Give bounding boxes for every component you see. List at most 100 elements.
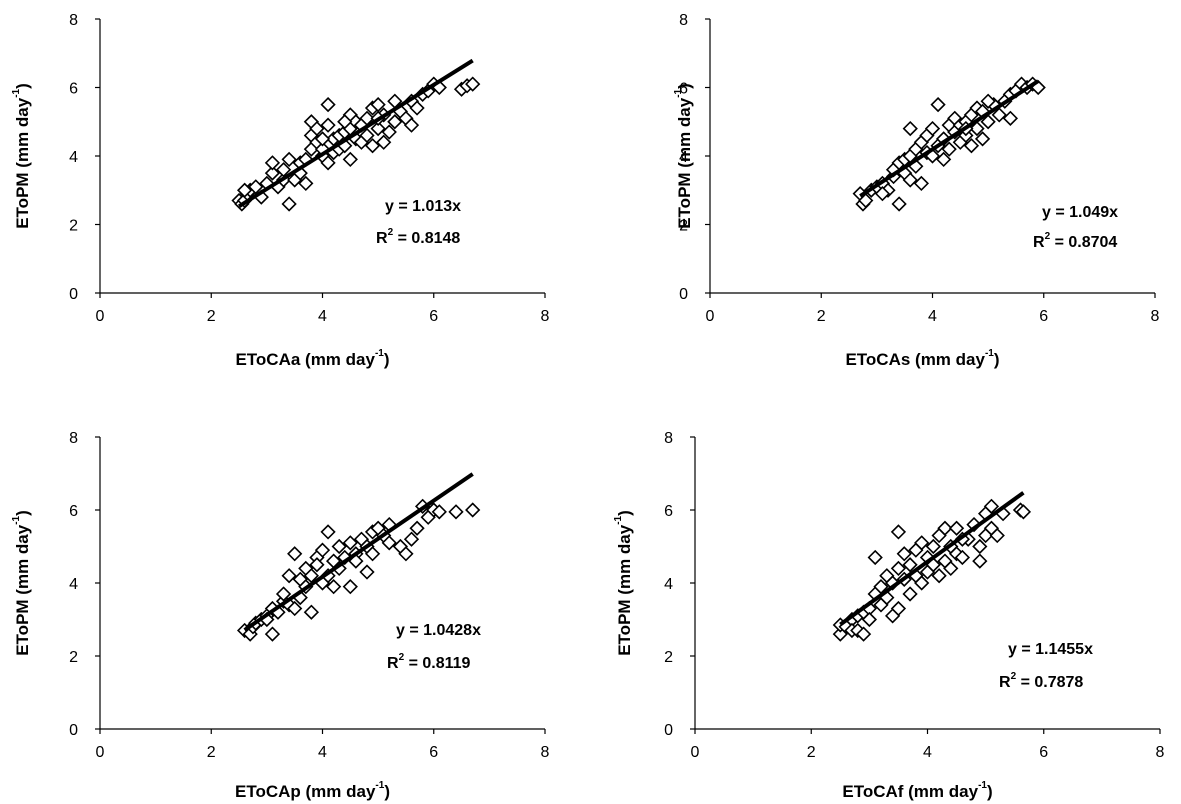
x-tick-label: 2 xyxy=(207,308,216,325)
data-point xyxy=(281,196,297,212)
x-tick-label: 2 xyxy=(207,744,216,761)
data-point xyxy=(275,586,292,602)
y-tick-label: 0 xyxy=(69,286,78,303)
data-point xyxy=(314,542,331,558)
x-tick-label: 4 xyxy=(923,744,932,761)
data-point xyxy=(924,120,941,137)
x-axis-label: EToCAp (mm day-1) xyxy=(235,780,390,801)
trend-line xyxy=(243,472,474,632)
x-axis-label-exponent: -1 xyxy=(375,348,384,359)
data-point xyxy=(309,120,325,137)
x-tick-label: 8 xyxy=(1151,308,1160,325)
data-point xyxy=(925,538,941,555)
r-squared-label: R2 = 0.8704 xyxy=(1033,231,1117,251)
data-point xyxy=(331,538,347,555)
data-point xyxy=(969,120,985,137)
y-axis-label-close: ) xyxy=(675,83,694,89)
data-point xyxy=(314,131,331,147)
y-tick-label: 2 xyxy=(664,649,673,666)
x-axis-label-text: EToCAp (mm day xyxy=(235,782,376,801)
data-point xyxy=(376,134,392,150)
trend-line xyxy=(839,491,1025,627)
data-point xyxy=(902,120,918,137)
x-tick-label: 4 xyxy=(318,744,327,761)
y-axis-label-text: EToPM (mm day xyxy=(13,97,32,229)
y-tick-label: 6 xyxy=(69,503,78,520)
data-point xyxy=(264,165,281,181)
y-axis-label-exponent: -1 xyxy=(11,515,22,524)
y-axis-label-text: EToPM (mm day xyxy=(675,97,694,229)
x-tick-label: 2 xyxy=(807,744,816,761)
data-point xyxy=(342,151,358,168)
x-tick-label: 0 xyxy=(96,308,105,325)
data-point xyxy=(248,179,264,195)
x-axis-label-close: ) xyxy=(384,350,390,369)
x-tick-label: 8 xyxy=(541,744,550,761)
data-point xyxy=(409,520,425,536)
data-point xyxy=(972,538,988,555)
data-point xyxy=(342,535,358,551)
data-point xyxy=(867,549,883,566)
data-point xyxy=(359,127,375,144)
x-tick-label: 6 xyxy=(429,308,438,325)
x-tick-label: 0 xyxy=(96,744,105,761)
data-point xyxy=(364,546,381,562)
data-point xyxy=(890,600,907,617)
data-point xyxy=(409,100,425,116)
x-tick-label: 8 xyxy=(541,308,550,325)
y-tick-label: 4 xyxy=(679,149,688,166)
x-tick-label: 6 xyxy=(1039,744,1048,761)
x-axis-label-exponent: -1 xyxy=(985,348,994,359)
data-point xyxy=(320,96,336,113)
r-squared-exponent: 2 xyxy=(1045,231,1051,242)
data-point xyxy=(858,192,874,209)
y-tick-label: 6 xyxy=(69,81,78,98)
data-point xyxy=(465,76,481,92)
data-point xyxy=(381,124,397,140)
data-point xyxy=(913,175,930,192)
data-point xyxy=(325,579,342,595)
x-tick-label: 0 xyxy=(691,744,700,761)
regression-equation: y = 1.0428x xyxy=(396,622,481,639)
data-point xyxy=(320,155,336,171)
data-point xyxy=(431,504,447,520)
x-axis-label: EToCAa (mm day-1) xyxy=(235,348,389,369)
data-point xyxy=(937,520,953,536)
data-point xyxy=(948,520,965,536)
data-point xyxy=(303,604,320,620)
data-point xyxy=(1015,504,1032,520)
y-tick-label: 8 xyxy=(69,12,78,29)
trend-line xyxy=(238,58,474,208)
y-axis-label: EToPM (mm day-1) xyxy=(673,83,694,229)
regression-equation: y = 1.1455x xyxy=(1008,641,1093,658)
y-tick-label: 6 xyxy=(664,503,673,520)
data-point xyxy=(972,553,988,569)
data-point xyxy=(890,560,907,577)
y-axis-label-text: EToPM (mm day xyxy=(13,524,32,656)
x-tick-label: 2 xyxy=(817,308,826,325)
x-axis-label-close: ) xyxy=(994,350,1000,369)
y-tick-label: 8 xyxy=(679,12,688,29)
y-axis-label-close: ) xyxy=(13,83,32,89)
data-point xyxy=(298,175,314,192)
data-point xyxy=(448,504,464,520)
r-squared-value: = 0.7878 xyxy=(1016,674,1083,691)
data-point xyxy=(1002,110,1019,126)
data-point xyxy=(989,527,1005,544)
data-point xyxy=(861,611,878,628)
data-point xyxy=(931,568,947,584)
y-tick-label: 0 xyxy=(69,722,78,739)
data-point xyxy=(281,151,297,168)
y-axis-label-exponent: -1 xyxy=(11,88,22,97)
data-point xyxy=(874,186,891,202)
data-point xyxy=(963,138,980,154)
x-axis-label-close: ) xyxy=(384,782,390,801)
x-axis-label-exponent: -1 xyxy=(978,780,987,791)
data-point xyxy=(855,626,872,642)
data-point xyxy=(342,579,358,595)
regression-equation: y = 1.049x xyxy=(1042,204,1118,221)
data-point xyxy=(320,524,336,540)
